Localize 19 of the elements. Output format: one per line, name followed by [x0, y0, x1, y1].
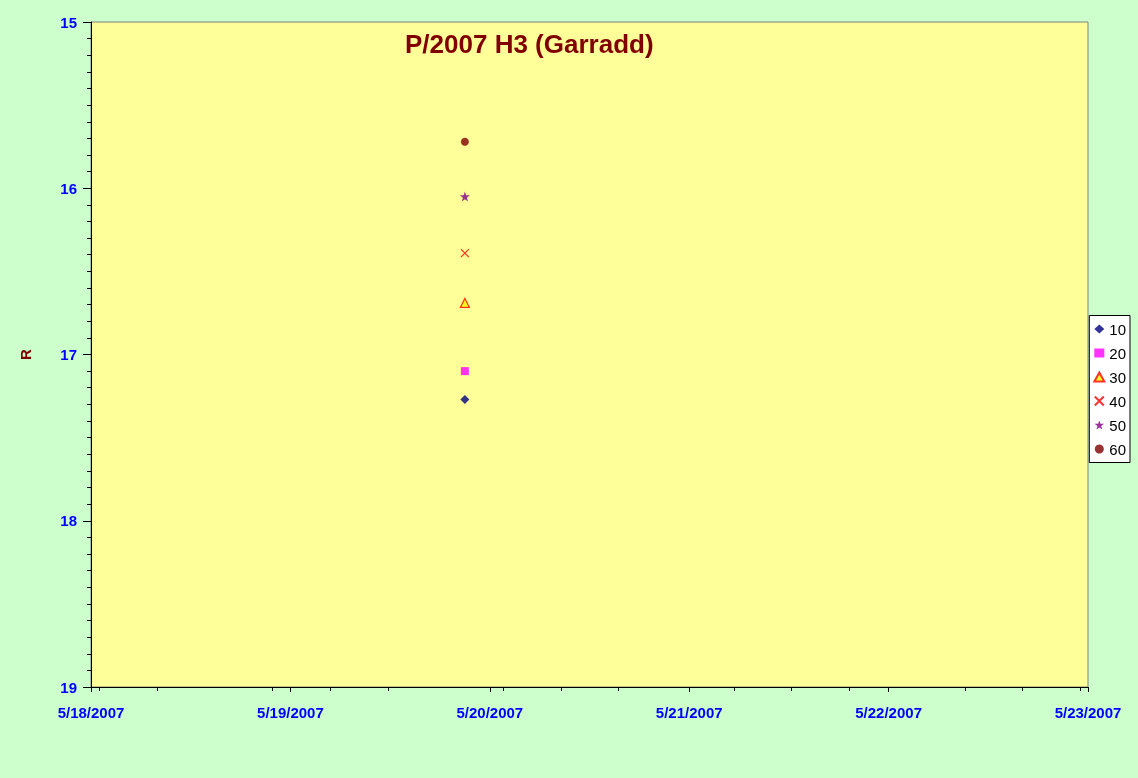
chart-title: P/2007 H3 (Garradd): [405, 29, 654, 59]
legend-label: 40: [1109, 392, 1126, 410]
x-tick-label: 5/20/2007: [456, 704, 524, 721]
legend-label: 50: [1109, 416, 1126, 434]
x-tick-label: 5/18/2007: [57, 704, 125, 721]
y-tick-label: 18: [60, 512, 77, 530]
y-tick-label: 16: [60, 179, 77, 197]
y-tick-label: 17: [60, 346, 77, 363]
y-tick-label: 15: [60, 13, 77, 31]
legend-label: 30: [1109, 368, 1126, 386]
legend-label: 10: [1109, 320, 1126, 338]
y-axis-title: R: [17, 348, 34, 360]
legend-label: 60: [1109, 440, 1126, 458]
x-tick-label: 5/23/2007: [1054, 704, 1122, 721]
x-tick-label: 5/19/2007: [257, 704, 324, 721]
y-tick-label: 19: [60, 678, 77, 696]
x-tick-label: 5/22/2007: [855, 704, 922, 721]
x-tick-label: 5/21/2007: [655, 704, 723, 721]
legend-label: 20: [1109, 344, 1126, 362]
